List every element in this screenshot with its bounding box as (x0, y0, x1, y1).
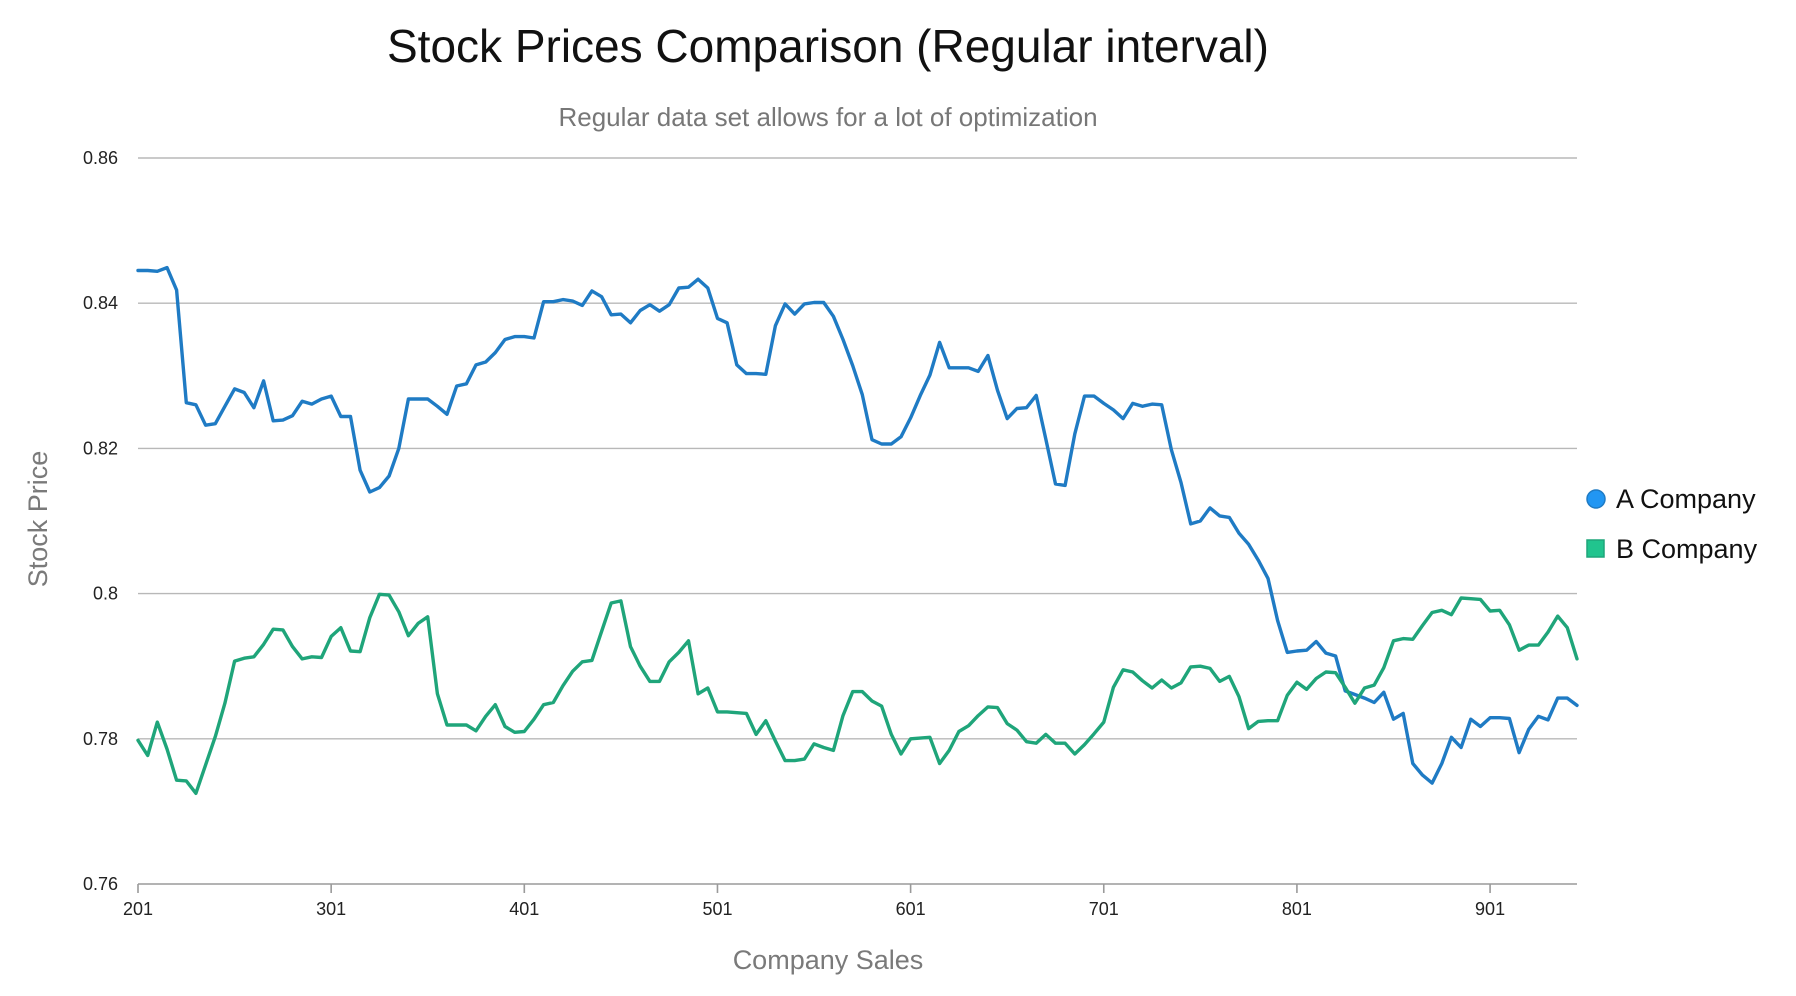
chart-subtitle: Regular data set allows for a lot of opt… (558, 102, 1097, 132)
x-tick-label: 501 (702, 899, 732, 919)
legend-label-b-company: B Company (1616, 534, 1758, 564)
y-tick-label: 0.86 (83, 148, 118, 168)
x-tick-label: 901 (1475, 899, 1505, 919)
grid-lines (138, 157, 1577, 885)
x-axis-ticks: 201 301 401 501 601 701 801 901 (123, 884, 1505, 919)
series-line-b-company[interactable] (136, 592, 1579, 795)
x-tick-label: 401 (509, 899, 539, 919)
x-tick-label: 301 (316, 899, 346, 919)
legend-circle-icon (1586, 489, 1606, 509)
x-tick-label: 701 (1089, 899, 1119, 919)
series-line-a-company[interactable] (136, 265, 1579, 785)
y-tick-label: 0.84 (83, 293, 118, 313)
legend-item-a-company[interactable]: A Company (1586, 484, 1756, 514)
x-tick-label: 601 (896, 899, 926, 919)
legend-square-icon (1586, 539, 1605, 558)
x-tick-label: 201 (123, 899, 153, 919)
legend-label-a-company: A Company (1616, 484, 1756, 514)
legend: A Company B Company (1586, 484, 1758, 564)
y-tick-label: 0.76 (83, 874, 118, 894)
legend-item-b-company[interactable]: B Company (1586, 534, 1758, 564)
series-lines (136, 265, 1579, 795)
y-axis-ticks: 0.76 0.78 0.8 0.82 0.84 0.86 (83, 148, 118, 894)
y-tick-label: 0.82 (83, 438, 118, 458)
chart-title: Stock Prices Comparison (Regular interva… (387, 20, 1269, 72)
x-tick-label: 801 (1282, 899, 1312, 919)
y-tick-label: 0.78 (83, 729, 118, 749)
x-axis-label: Company Sales (733, 945, 924, 975)
y-tick-label: 0.8 (93, 584, 118, 604)
y-axis-label: Stock Price (23, 451, 53, 588)
